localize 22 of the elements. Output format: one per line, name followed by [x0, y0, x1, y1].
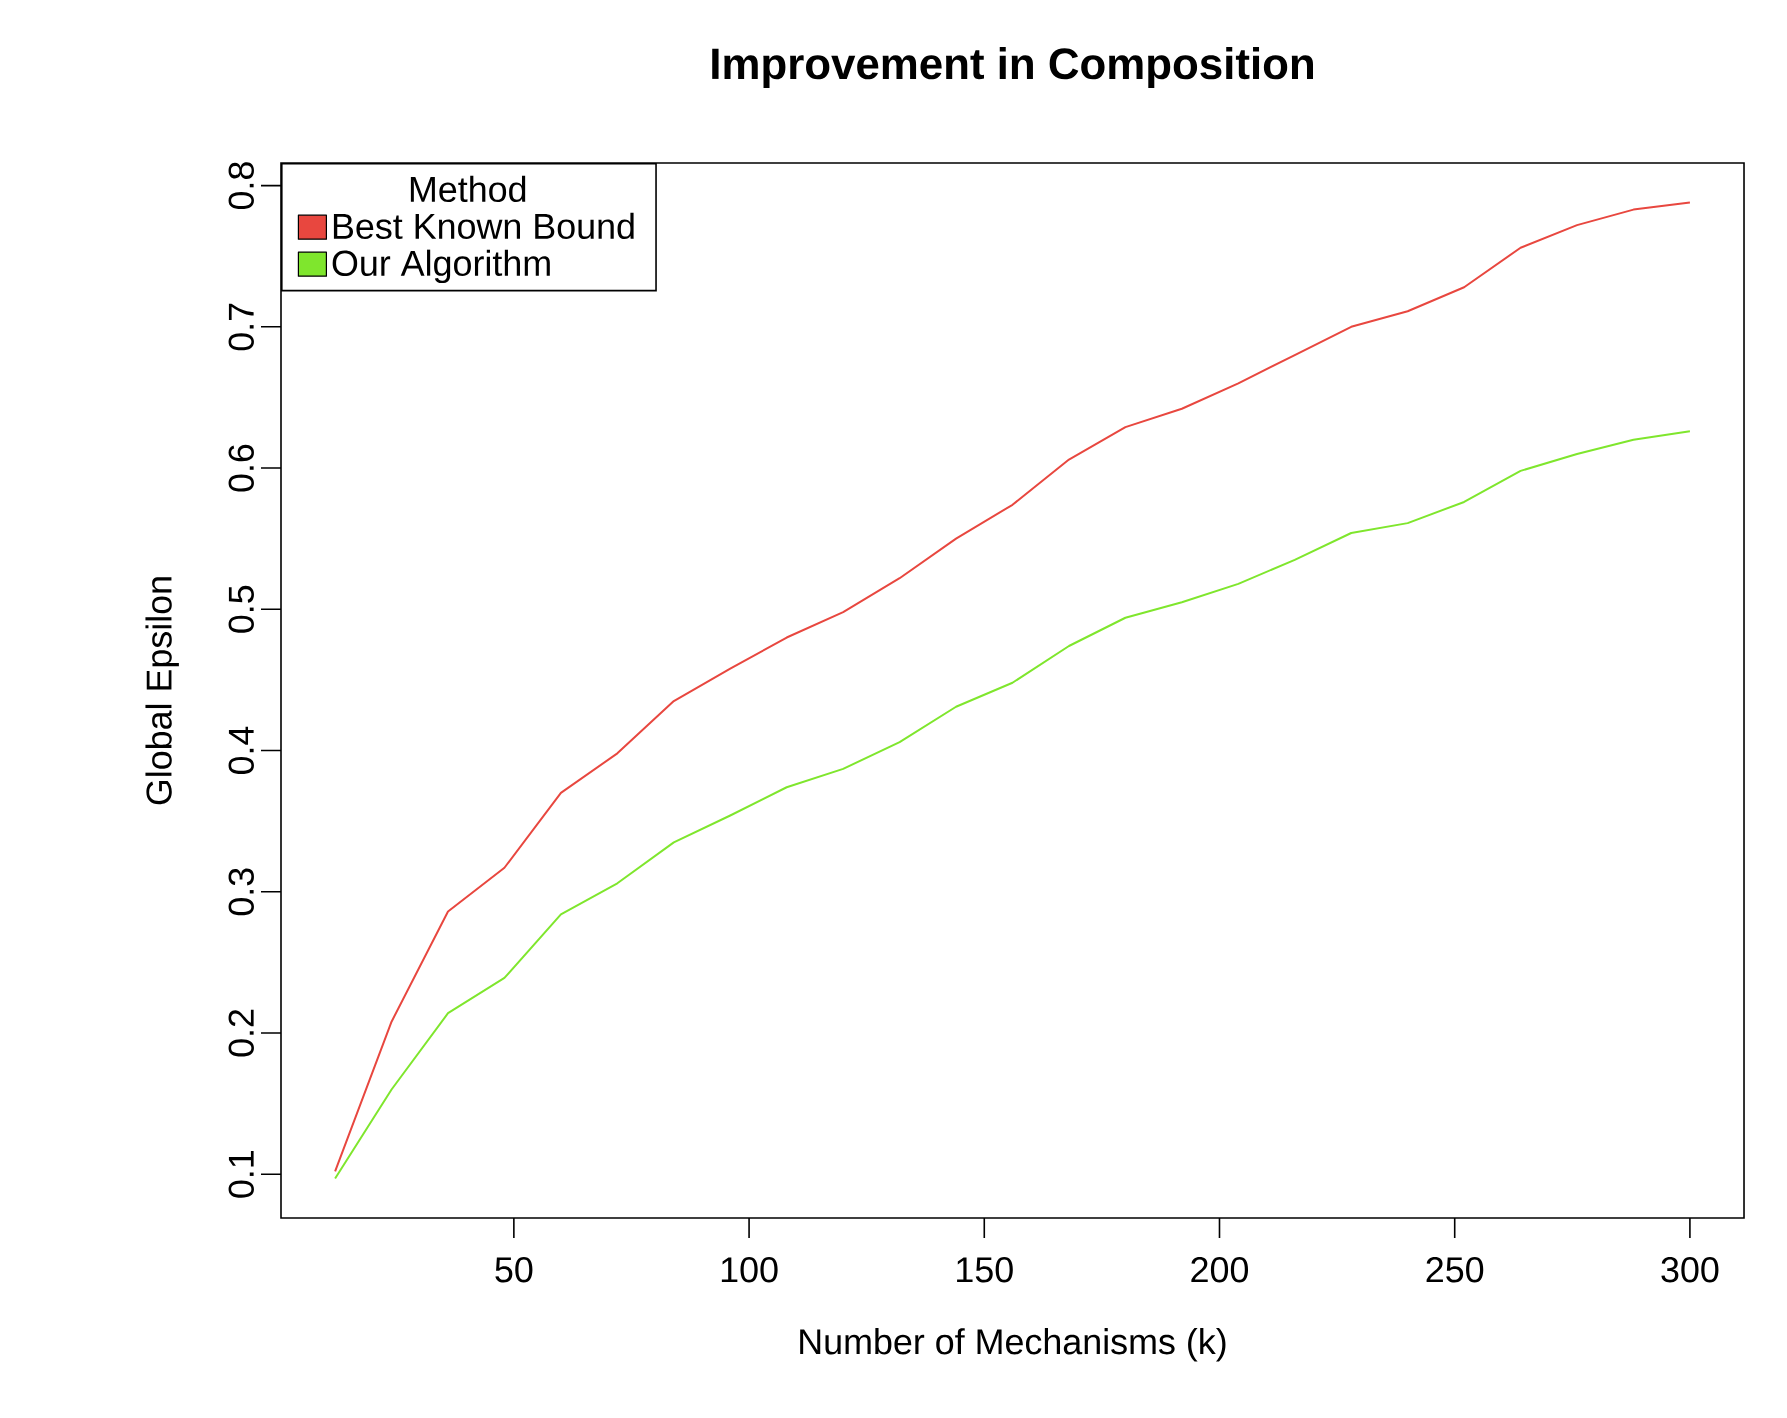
y-tick-label: 0.8 [228, 162, 254, 210]
x-tick-label: 250 [1426, 1257, 1484, 1283]
x-tick-label: 300 [1661, 1257, 1719, 1283]
chart-title: Improvement in Composition [712, 47, 1313, 88]
legend-title: Method [410, 175, 526, 203]
y-axis-title: Global Epsilon [145, 577, 179, 805]
y-tick-label: 0.3 [228, 868, 254, 916]
y-tick-label: 0.1 [228, 1151, 254, 1198]
x-axis-title: Number of Mechanisms (k) [800, 1328, 1226, 1362]
x-tick-label: 100 [721, 1257, 778, 1283]
y-tick-label: 0.4 [228, 726, 254, 775]
y-tick-label: 0.7 [228, 303, 254, 351]
y-tick-label: 0.6 [228, 444, 254, 492]
legend-label: Best Known Bound [333, 212, 634, 240]
y-tick-label: 0.5 [228, 585, 254, 633]
y-tick-label: 0.2 [228, 1009, 254, 1057]
legend-label: Our Algorithm [332, 249, 550, 284]
x-tick-label: 200 [1191, 1257, 1249, 1283]
x-tick-label: 150 [957, 1257, 1013, 1283]
x-tick-label: 50 [495, 1257, 533, 1283]
line-series [334, 430, 1691, 1180]
line-series [334, 201, 1691, 1173]
